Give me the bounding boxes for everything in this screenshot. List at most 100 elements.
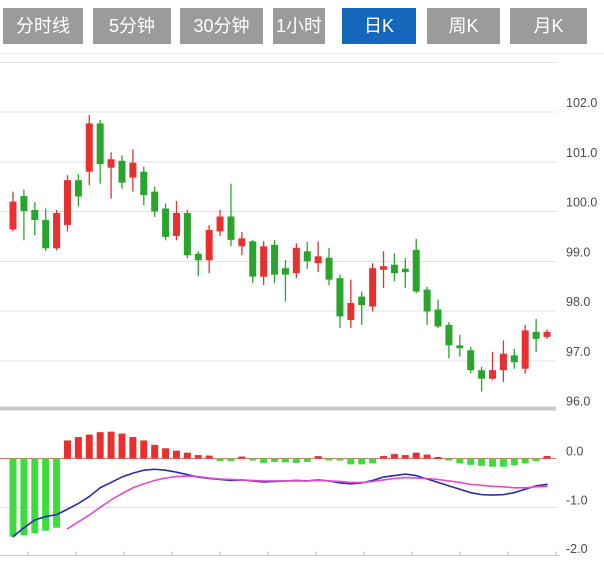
dea-line [66, 475, 548, 530]
candle-body [358, 296, 366, 306]
macd-histogram-bar [85, 434, 93, 459]
macd-histogram-bar [151, 444, 159, 459]
macd-histogram-bar [96, 432, 104, 459]
y-axis-label: 98.0 [566, 295, 590, 309]
candle-body [31, 210, 39, 220]
macd-histogram-bar [390, 454, 398, 459]
macd-histogram-bar [20, 458, 28, 536]
macd-histogram-bar [205, 455, 213, 459]
tab-30min[interactable]: 30分钟 [180, 8, 263, 44]
macd-histogram-bar [9, 458, 17, 537]
candle-body [260, 246, 268, 277]
macd-histogram-bar [499, 458, 507, 467]
macd-histogram-bar [183, 452, 191, 459]
panel-separator [0, 406, 556, 411]
candle-body [489, 370, 497, 379]
tab-time-share[interactable]: 分时线 [3, 8, 83, 44]
candle-body [521, 330, 529, 369]
candle-body [205, 229, 213, 261]
tab-1hour[interactable]: 1小时 [273, 8, 325, 44]
macd-histogram-bar [336, 458, 344, 461]
y-axis-label: 101.0 [566, 146, 597, 160]
macd-y-axis-label: -1.0 [566, 493, 588, 507]
candle-body [336, 278, 344, 317]
candle-body [347, 303, 355, 320]
candle-body [53, 212, 61, 249]
candle-body [227, 216, 235, 240]
candle-body [412, 249, 420, 292]
macd-histogram-bar [510, 458, 518, 466]
candle-body [140, 171, 148, 196]
candle-body [183, 212, 191, 256]
candle-body [216, 216, 224, 232]
macd-histogram-bar [401, 455, 409, 459]
candle-body [85, 123, 93, 172]
interval-tabbar: 分时线 5分钟 30分钟 1小时 日K 周K 月K [0, 8, 604, 44]
candle-body [194, 253, 202, 261]
macd-histogram-bar [325, 458, 333, 461]
candle-body [74, 180, 82, 197]
candle-body [292, 247, 300, 274]
candle-body [369, 268, 377, 307]
macd-y-axis-label: -2.0 [566, 542, 588, 556]
candle-body [42, 219, 50, 249]
candle-body [249, 241, 257, 277]
candle-body [401, 268, 409, 273]
macd-histogram-bar [107, 431, 115, 459]
candle-body [271, 244, 279, 275]
candle-body [467, 350, 475, 371]
y-axis-label: 100.0 [566, 196, 597, 210]
macd-histogram-bar [434, 457, 442, 460]
candle-body [423, 289, 431, 312]
candle-body [151, 191, 159, 212]
candle-body [9, 201, 17, 230]
macd-histogram-bar [42, 458, 50, 531]
dif-line [12, 468, 548, 538]
macd-histogram-bar [216, 458, 224, 461]
candle-body [281, 268, 289, 275]
macd-y-axis-label: 0.0 [566, 445, 583, 459]
macd-histogram-bar [445, 458, 453, 461]
candle-body [499, 353, 507, 371]
candle-body [478, 370, 486, 379]
candle-body [107, 159, 115, 168]
macd-histogram-bar [260, 458, 268, 463]
y-axis-label: 99.0 [566, 245, 590, 259]
macd-histogram-bar [172, 450, 180, 459]
candle-body [314, 256, 322, 264]
macd-histogram-bar [271, 458, 279, 462]
macd-histogram-bar [281, 458, 289, 463]
macd-histogram-bar [456, 458, 464, 464]
macd-histogram-bar [292, 458, 300, 463]
macd-histogram-bar [478, 458, 486, 466]
candle-body [380, 266, 388, 270]
macd-histogram-bar [358, 458, 366, 465]
macd-histogram-bar [118, 433, 126, 459]
candle-body [510, 355, 518, 363]
macd-histogram-bar [238, 456, 246, 459]
macd-histogram-bar [489, 458, 497, 467]
tab-monthly-k[interactable]: 月K [510, 8, 587, 44]
candle-body [129, 162, 137, 178]
macd-histogram-bar [423, 454, 431, 459]
macd-histogram-bar [162, 448, 170, 459]
macd-histogram-bar [129, 437, 137, 459]
candle-body [325, 257, 333, 280]
macd-histogram-bar [369, 458, 377, 464]
y-axis-label: 102.0 [566, 96, 597, 110]
candle-body [96, 123, 104, 165]
macd-histogram-bar [347, 458, 355, 465]
macd-histogram-bar [249, 458, 257, 461]
tab-5min[interactable]: 5分钟 [93, 8, 171, 44]
macd-histogram-bar [303, 458, 311, 462]
macd-histogram-bar [140, 440, 148, 459]
tab-weekly-k[interactable]: 周K [427, 8, 500, 44]
candle-body [238, 238, 246, 247]
y-axis-label: 97.0 [566, 345, 590, 359]
candle-body [445, 324, 453, 346]
candle-body [456, 345, 464, 349]
macd-histogram-bar [194, 455, 202, 459]
tab-daily-k[interactable]: 日K [342, 8, 416, 44]
